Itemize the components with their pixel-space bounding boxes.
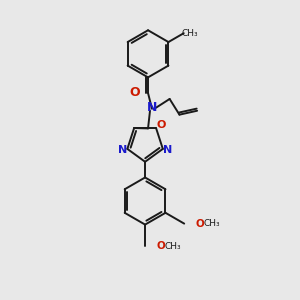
Text: O: O — [196, 219, 204, 229]
Text: CH₃: CH₃ — [181, 29, 198, 38]
Text: O: O — [156, 241, 165, 251]
Text: N: N — [163, 145, 172, 155]
Text: CH₃: CH₃ — [164, 242, 181, 251]
Text: N: N — [147, 101, 157, 114]
Text: O: O — [156, 120, 166, 130]
Text: CH₃: CH₃ — [203, 219, 220, 228]
Text: N: N — [118, 145, 127, 155]
Text: O: O — [129, 85, 140, 99]
